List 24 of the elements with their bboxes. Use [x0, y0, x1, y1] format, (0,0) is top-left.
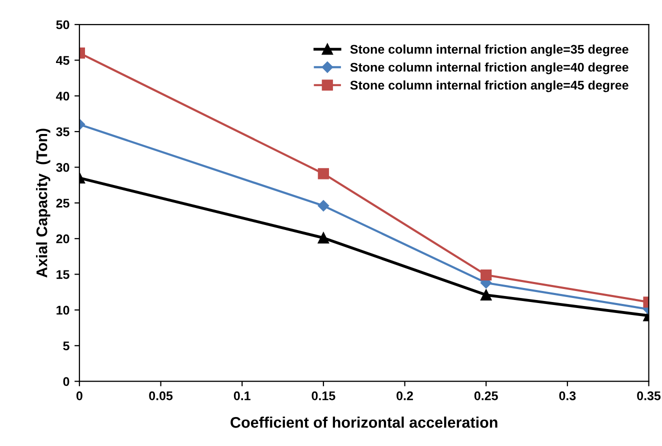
legend-label: Stone column internal friction angle=40 degree: [350, 62, 628, 74]
x-tick-label: 0.35: [637, 391, 661, 400]
y-tick-label: 45: [56, 56, 70, 65]
y-tick-label: 40: [56, 92, 70, 101]
x-tick-label: 0: [76, 391, 82, 400]
y-tick-label: 5: [63, 342, 70, 350]
x-axis-title: Coefficient of horizontal acceleration: [230, 416, 498, 428]
legend-label: Stone column internal friction angle=35 degree: [350, 44, 628, 56]
y-tick-label: 15: [56, 270, 70, 279]
x-tick-label: 0.05: [149, 391, 173, 400]
y-tick-label: 10: [56, 306, 70, 315]
y-tick-label: 20: [56, 234, 70, 244]
y-tick-label: 50: [56, 20, 70, 30]
y-tick-label: 0: [63, 377, 70, 386]
y-tick-label: 25: [56, 198, 70, 208]
y-axis-title: Axial Capacity (Ton): [36, 128, 50, 278]
legend-label: Stone column internal friction angle=45 degree: [350, 80, 628, 92]
x-tick-label: 0.15: [312, 391, 336, 400]
x-tick-label: 0.25: [474, 391, 498, 400]
x-tick-label: 0.2: [396, 391, 413, 400]
y-tick-label: 30: [56, 163, 70, 172]
x-tick-label: 0.1: [234, 391, 250, 400]
x-tick-label: 0.3: [559, 391, 576, 400]
y-tick-label: 35: [56, 127, 70, 136]
